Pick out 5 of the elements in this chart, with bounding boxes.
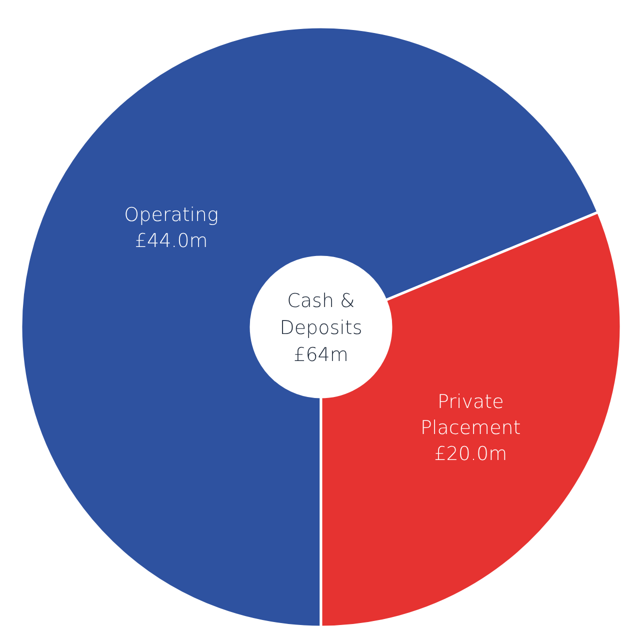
slice-label: Operating [124, 204, 219, 226]
text: Cash & Deposits £64m [280, 290, 362, 366]
data-label: £44.0m [134, 230, 208, 252]
data-label: £20.0m [434, 443, 508, 466]
slice-label: Private Placement [420, 391, 521, 440]
